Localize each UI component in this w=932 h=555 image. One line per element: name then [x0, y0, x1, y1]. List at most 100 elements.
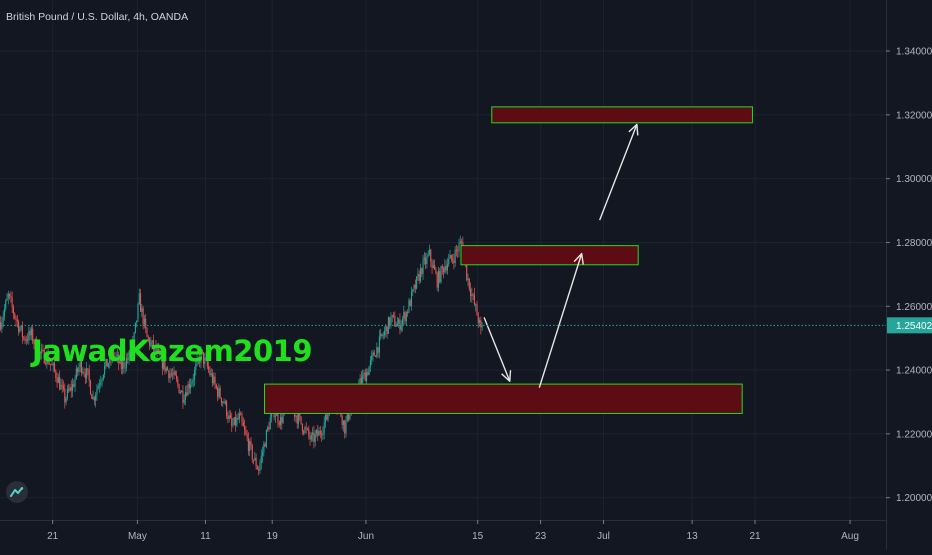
candle [120, 351, 122, 375]
trend-arrow[interactable] [483, 317, 512, 382]
trend-arrow[interactable] [599, 123, 639, 221]
time-tick-label: May [128, 531, 147, 542]
candle [452, 254, 454, 264]
candle [279, 412, 282, 430]
candle [245, 425, 247, 436]
candle [395, 321, 397, 328]
candle [430, 248, 432, 268]
candle [392, 311, 395, 319]
candle [317, 424, 319, 442]
candle [308, 425, 310, 440]
candle [368, 365, 370, 376]
candle [100, 375, 102, 389]
candle [396, 316, 398, 327]
symbol-title[interactable]: British Pound / U.S. Dollar, 4h, OANDA [6, 11, 189, 23]
candle [443, 266, 445, 279]
supply-demand-zone[interactable] [460, 245, 639, 266]
candle [179, 389, 181, 395]
candle [473, 287, 475, 307]
candle [466, 263, 468, 282]
candle [145, 313, 147, 333]
candle [373, 349, 375, 357]
candle [65, 396, 67, 406]
candle [202, 351, 205, 368]
candle [53, 358, 56, 373]
candle [408, 297, 410, 314]
candle [29, 327, 31, 341]
candle [238, 408, 240, 424]
candle [278, 420, 280, 428]
candle [80, 357, 83, 377]
candle [186, 385, 188, 397]
candle [383, 326, 386, 339]
candle [261, 446, 264, 463]
candle [181, 390, 183, 393]
candle [312, 427, 314, 442]
candle [481, 322, 483, 331]
candle [349, 414, 351, 421]
candle [105, 358, 107, 369]
candle [10, 291, 12, 303]
candle [142, 305, 144, 330]
last-price-tag-bg [887, 317, 932, 334]
candle [459, 235, 461, 245]
candle [106, 358, 108, 367]
candle [322, 426, 324, 440]
candle [138, 288, 140, 305]
candle [345, 415, 347, 438]
candle [300, 416, 302, 425]
candle [439, 268, 441, 284]
candle [381, 333, 383, 339]
candle [362, 369, 364, 386]
candle [184, 385, 187, 406]
candle [188, 378, 190, 394]
candle [344, 419, 346, 439]
last-price-label: 1.25402 [896, 321, 932, 332]
candle [206, 356, 208, 370]
candle [428, 244, 431, 256]
author-watermark: JawadKazem2019 [32, 334, 313, 368]
candle [394, 311, 396, 328]
candle [467, 273, 469, 286]
candle [12, 304, 14, 320]
candle [441, 264, 443, 275]
candle [222, 400, 224, 408]
candle [445, 260, 447, 274]
candle [87, 368, 89, 376]
price-tick-label: 1.32000 [896, 110, 932, 121]
candle [475, 303, 477, 312]
candle [50, 363, 52, 372]
candle [224, 399, 226, 406]
candle [155, 339, 157, 356]
trend-arrow[interactable] [538, 252, 584, 388]
candle [1, 316, 3, 334]
candle [249, 438, 251, 457]
candle [417, 268, 419, 281]
candle [16, 314, 18, 328]
candle [52, 362, 54, 372]
candle [477, 311, 479, 329]
candle [378, 330, 380, 359]
candle [119, 355, 121, 365]
candle [173, 366, 175, 380]
candle [14, 312, 16, 320]
candle [457, 245, 459, 259]
candle [376, 342, 378, 359]
candle [32, 324, 34, 345]
candle [169, 368, 171, 384]
candle [382, 331, 384, 340]
candle [124, 361, 126, 374]
supply-demand-zone[interactable] [491, 106, 753, 124]
tradingview-logo-icon[interactable] [6, 481, 28, 503]
candle [166, 366, 169, 371]
candle [263, 441, 265, 457]
candle [413, 284, 415, 293]
candle [118, 351, 120, 371]
candle [435, 266, 437, 275]
candle [23, 336, 25, 341]
supply-demand-zone[interactable] [264, 383, 743, 414]
candle [109, 348, 111, 369]
candle [211, 369, 214, 388]
